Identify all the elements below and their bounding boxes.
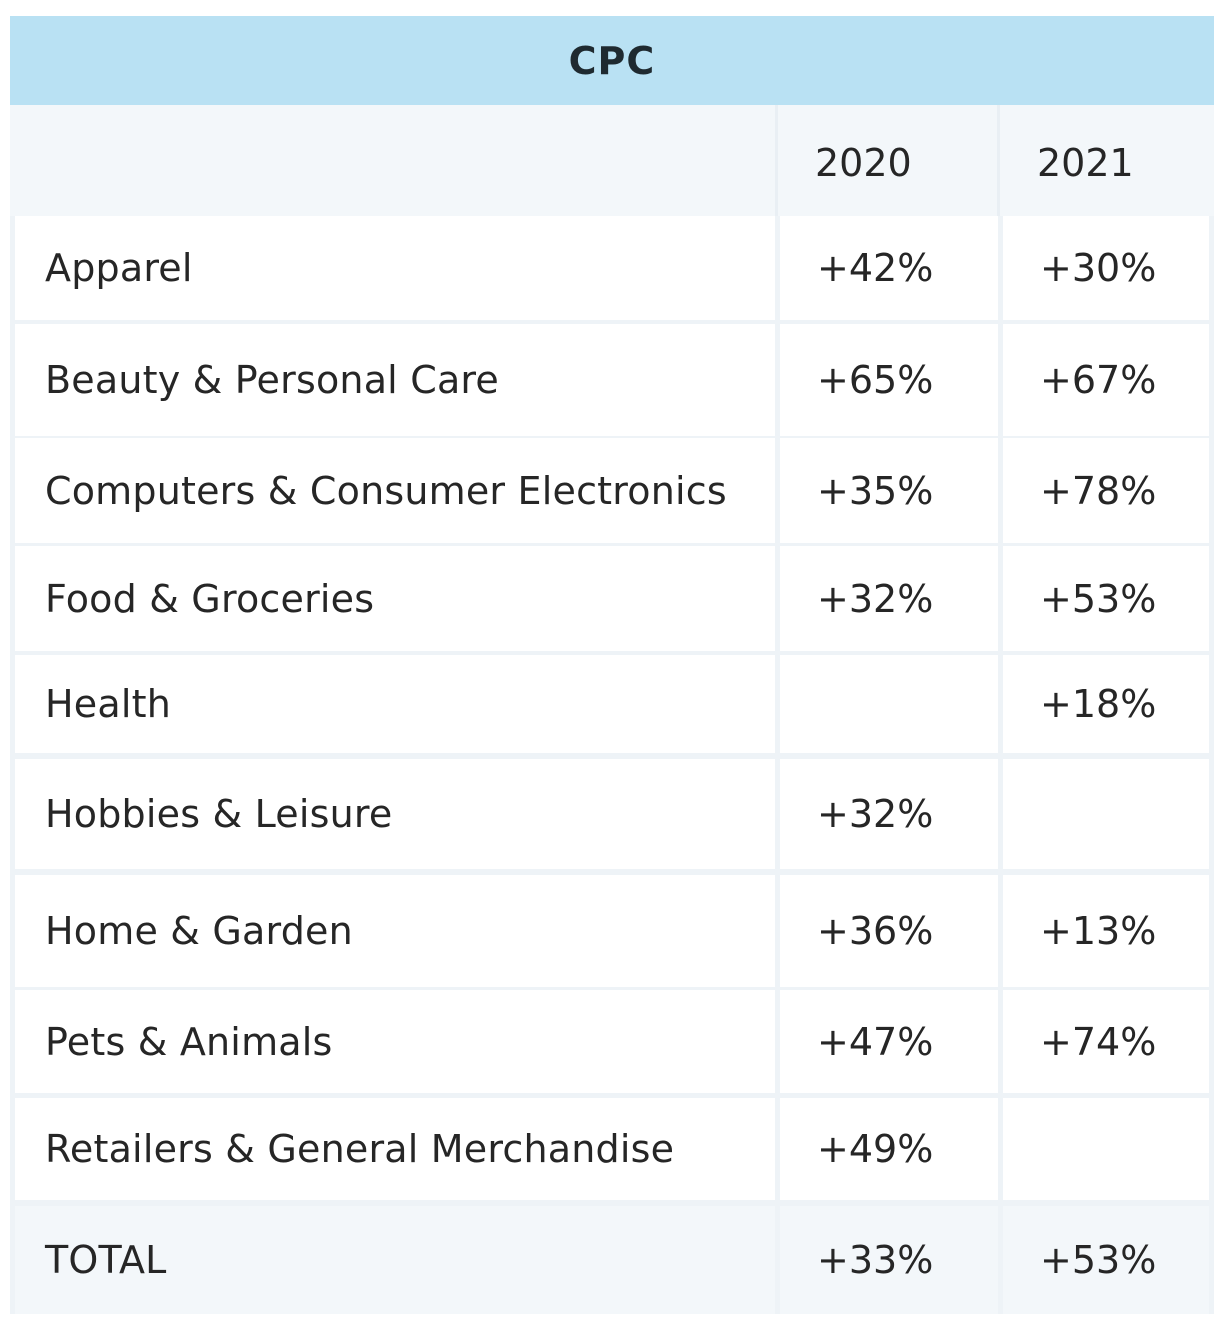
category-cell: Computers & Consumer Electronics: [15, 438, 775, 543]
value-label: +33%: [817, 1238, 934, 1282]
category-label: Pets & Animals: [45, 1019, 333, 1064]
category-label: Beauty & Personal Care: [45, 358, 499, 402]
value-cell-2021: [1003, 1098, 1209, 1200]
value-label: +36%: [817, 909, 934, 953]
value-label: +67%: [1040, 358, 1157, 402]
value-cell-2020: +47%: [780, 990, 998, 1093]
category-label: Retailers & General Merchandise: [45, 1127, 675, 1171]
category-label: Hobbies & Leisure: [45, 792, 393, 836]
value-cell-2021: +53%: [1003, 1206, 1209, 1314]
value-cell-2020: +49%: [780, 1098, 998, 1200]
header-divider: [775, 105, 778, 216]
value-cell-2020: [780, 655, 998, 753]
value-cell-2021: +78%: [1003, 438, 1209, 543]
category-cell: Beauty & Personal Care: [15, 324, 775, 436]
category-label: Health: [45, 682, 171, 726]
value-cell-2020: +65%: [780, 324, 998, 436]
category-cell: Home & Garden: [15, 875, 775, 987]
category-label: Apparel: [45, 246, 193, 290]
category-cell: Apparel: [15, 216, 775, 320]
value-label: +42%: [817, 246, 934, 290]
value-cell-2021: [1003, 759, 1209, 869]
value-label: +32%: [817, 576, 934, 621]
value-cell-2021: +74%: [1003, 990, 1209, 1093]
category-label: TOTAL: [45, 1238, 167, 1282]
category-cell: Food & Groceries: [15, 546, 775, 651]
column-header-2020: 2020: [815, 141, 912, 185]
category-label: Computers & Consumer Electronics: [45, 468, 727, 513]
cpc-table: CPC 2020 2021 Apparel +42% +30% Beauty & Pe…: [10, 16, 1214, 1314]
value-cell-2020: +36%: [780, 875, 998, 987]
value-cell-2021: +67%: [1003, 324, 1209, 436]
category-cell: Hobbies & Leisure: [15, 759, 775, 869]
value-cell-2021: +53%: [1003, 546, 1209, 651]
value-cell-2021: +18%: [1003, 655, 1209, 753]
category-cell: Health: [15, 655, 775, 753]
category-cell: TOTAL: [15, 1206, 775, 1314]
value-label: +65%: [817, 358, 934, 402]
column-header-2021: 2021: [1037, 141, 1134, 185]
value-cell-2021: +30%: [1003, 216, 1209, 320]
value-cell-2021: +13%: [1003, 875, 1209, 987]
year-header-row: 2020 2021: [10, 105, 1214, 216]
value-label: +32%: [817, 792, 934, 836]
value-label: +35%: [817, 468, 934, 513]
value-label: +47%: [817, 1019, 934, 1064]
table-title: CPC: [10, 16, 1214, 105]
value-label: +53%: [1040, 576, 1157, 621]
category-label: Home & Garden: [45, 909, 353, 953]
value-cell-2020: +35%: [780, 438, 998, 543]
header-divider: [997, 105, 1000, 216]
value-label: +78%: [1040, 468, 1157, 513]
value-label: +18%: [1040, 682, 1157, 726]
value-cell-2020: +32%: [780, 546, 998, 651]
value-label: +49%: [817, 1127, 934, 1171]
category-cell: Pets & Animals: [15, 990, 775, 1093]
value-cell-2020: +32%: [780, 759, 998, 869]
value-label: +30%: [1040, 246, 1157, 290]
value-label: +74%: [1040, 1019, 1157, 1064]
value-label: +53%: [1040, 1238, 1157, 1282]
category-cell: Retailers & General Merchandise: [15, 1098, 775, 1200]
value-label: +13%: [1040, 909, 1157, 953]
value-cell-2020: +42%: [780, 216, 998, 320]
category-label: Food & Groceries: [45, 576, 375, 621]
value-cell-2020: +33%: [780, 1206, 998, 1314]
